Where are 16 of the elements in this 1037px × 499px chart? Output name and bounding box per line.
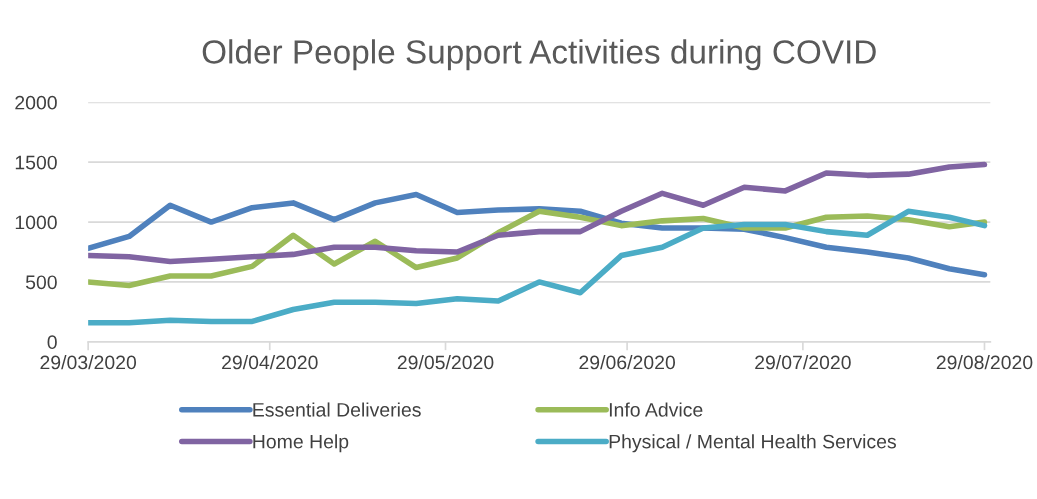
x-tick-label: 29/05/2020 <box>397 355 494 370</box>
x-tick-label: 29/03/2020 <box>40 355 137 370</box>
x-tick-label: 29/08/2020 <box>936 355 1033 370</box>
x-tick-label: 29/04/2020 <box>222 355 318 370</box>
y-tick-label: 1000 <box>15 215 57 230</box>
legend-label: Info Advice <box>609 402 703 417</box>
chart-title: Older People Support Activities during COVID <box>202 39 876 71</box>
y-tick-label: 2000 <box>15 95 57 110</box>
y-tick-label: 500 <box>25 275 57 290</box>
y-tick-label: 1500 <box>15 155 57 170</box>
x-tick-label: 29/06/2020 <box>579 355 676 370</box>
legend-label: Physical / Mental Health Services <box>609 434 896 453</box>
y-tick-label: 0 <box>47 335 57 350</box>
legend-label: Home Help <box>253 434 349 453</box>
legend-label: Essential Deliveries <box>253 402 421 417</box>
x-tick-label: 29/07/2020 <box>755 355 851 370</box>
